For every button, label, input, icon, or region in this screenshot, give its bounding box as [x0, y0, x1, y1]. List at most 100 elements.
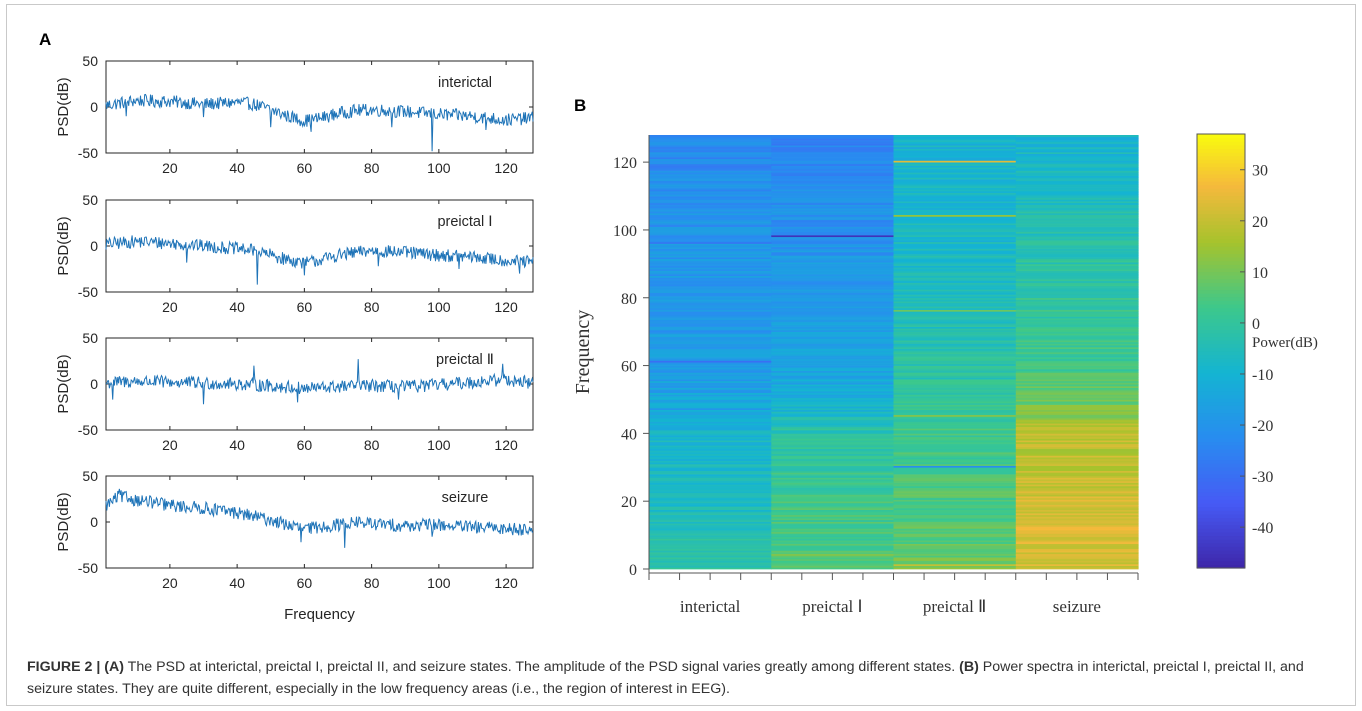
heatmap-y-tick-label: 60: [621, 359, 637, 376]
heatmap-cell: [649, 209, 772, 212]
heatmap-cell: [649, 499, 772, 502]
heatmap-cell: [893, 384, 1017, 387]
heatmap-cell: [893, 353, 1017, 356]
x-tick-label: 80: [364, 160, 380, 176]
heatmap-cell: [1015, 433, 1139, 436]
heatmap-cell: [893, 335, 1017, 338]
psd-line-3: [105, 359, 534, 405]
heatmap-cell: [893, 268, 1017, 271]
heatmap-cell: [893, 160, 1017, 163]
heatmap-cell: [649, 345, 772, 348]
heatmap-cell: [1015, 185, 1139, 188]
heatmap-cell: [893, 175, 1017, 178]
heatmap-cell: [771, 360, 895, 363]
heatmap-cell: [649, 299, 772, 302]
heatmap-cell: [893, 514, 1017, 517]
heatmap-cell: [649, 526, 772, 529]
heatmap-cell: [1015, 541, 1139, 544]
heatmap-cell: [771, 411, 895, 414]
heatmap-cell: [1015, 380, 1139, 383]
heatmap-cell: [893, 168, 1017, 171]
heatmap-cell: [893, 150, 1017, 153]
heatmap-cell: [893, 540, 1017, 543]
heatmap-cell: [649, 219, 772, 222]
heatmap-cell: [1015, 392, 1139, 395]
heatmap-cell: [893, 518, 1017, 521]
heatmap-cell: [771, 340, 895, 343]
heatmap-cell: [1015, 523, 1139, 526]
heatmap-cell: [649, 167, 772, 170]
colorbar-segment: [1197, 531, 1245, 537]
heatmap-cell: [771, 194, 895, 197]
heatmap-cell: [771, 204, 895, 207]
heatmap-cell: [893, 172, 1017, 175]
heatmap-cell: [771, 331, 895, 334]
heatmap-cell: [771, 292, 895, 295]
heatmap-cell: [771, 384, 895, 387]
heatmap-cell: [649, 565, 772, 568]
heatmap-cell: [649, 204, 772, 207]
heatmap-cell: [771, 301, 895, 304]
heatmap-cell: [1015, 411, 1139, 414]
heatmap-cell: [893, 280, 1017, 283]
heatmap-cell: [893, 504, 1017, 507]
heatmap-cell: [893, 552, 1017, 555]
heatmap-cell: [649, 401, 772, 404]
heatmap-cell: [893, 355, 1017, 358]
heatmap-cell: [893, 135, 1017, 138]
heatmap-cell: [649, 260, 772, 263]
x-tick-label: 40: [229, 160, 245, 176]
heatmap-cell: [1015, 450, 1139, 453]
heatmap-cell: [649, 358, 772, 361]
heatmap-cell: [893, 396, 1017, 399]
heatmap-cell: [1015, 335, 1139, 338]
colorbar-segment: [1197, 155, 1245, 160]
heatmap-cell: [649, 460, 772, 463]
heatmap-cell: [771, 324, 895, 327]
heatmap-cell: [649, 348, 772, 351]
heatmap-cell: [893, 436, 1017, 439]
heatmap-cell: [893, 223, 1017, 226]
heatmap-cell: [649, 511, 772, 514]
heatmap-cell: [893, 262, 1017, 265]
heatmap-cell: [893, 187, 1017, 190]
heatmap-cell: [771, 492, 895, 495]
heatmap-cell: [893, 474, 1017, 477]
heatmap-cell: [649, 352, 772, 355]
heatmap-cell: [771, 406, 895, 409]
colorbar-segment: [1197, 546, 1245, 551]
heatmap-cell: [771, 479, 895, 482]
y-tick-label: -50: [78, 284, 98, 300]
heatmap-cell: [893, 357, 1017, 360]
colorbar: 30 20 10 0 -10 -20 -30 -40 Power(dB): [1196, 133, 1318, 569]
heatmap-cell: [649, 387, 772, 390]
heatmap-cell: [771, 282, 895, 285]
colorbar-segment: [1197, 289, 1245, 294]
colorbar-segment: [1197, 325, 1245, 330]
heatmap-cell: [771, 368, 895, 371]
psd-line-2: [105, 235, 534, 285]
heatmap-cell: [1015, 518, 1139, 521]
heatmap-cell: [893, 170, 1017, 173]
heatmap-cell: [771, 519, 895, 522]
heatmap-cell: [893, 214, 1017, 217]
heatmap-cell: [893, 184, 1017, 187]
colorbar-segment: [1197, 426, 1245, 432]
heatmap-cell: [1015, 155, 1139, 158]
heatmap-cell: [649, 519, 772, 522]
heatmap-cell: [893, 480, 1017, 483]
heatmap-cell: [771, 189, 895, 192]
heatmap-cell: [771, 380, 895, 383]
colorbar-segment: [1197, 549, 1245, 555]
heatmap-cell: [893, 397, 1017, 400]
heatmap-cell: [893, 228, 1017, 231]
heatmap-cell: [649, 441, 772, 444]
heatmap-cell: [893, 516, 1017, 519]
heatmap-cell: [893, 267, 1017, 270]
heatmap-cell: [893, 548, 1017, 551]
heatmap-cell: [771, 548, 895, 551]
heatmap-cell: [771, 196, 895, 199]
colorbar-tick-label: 10: [1252, 265, 1268, 282]
heatmap-cell: [893, 428, 1017, 431]
colorbar-segment: [1197, 264, 1245, 269]
